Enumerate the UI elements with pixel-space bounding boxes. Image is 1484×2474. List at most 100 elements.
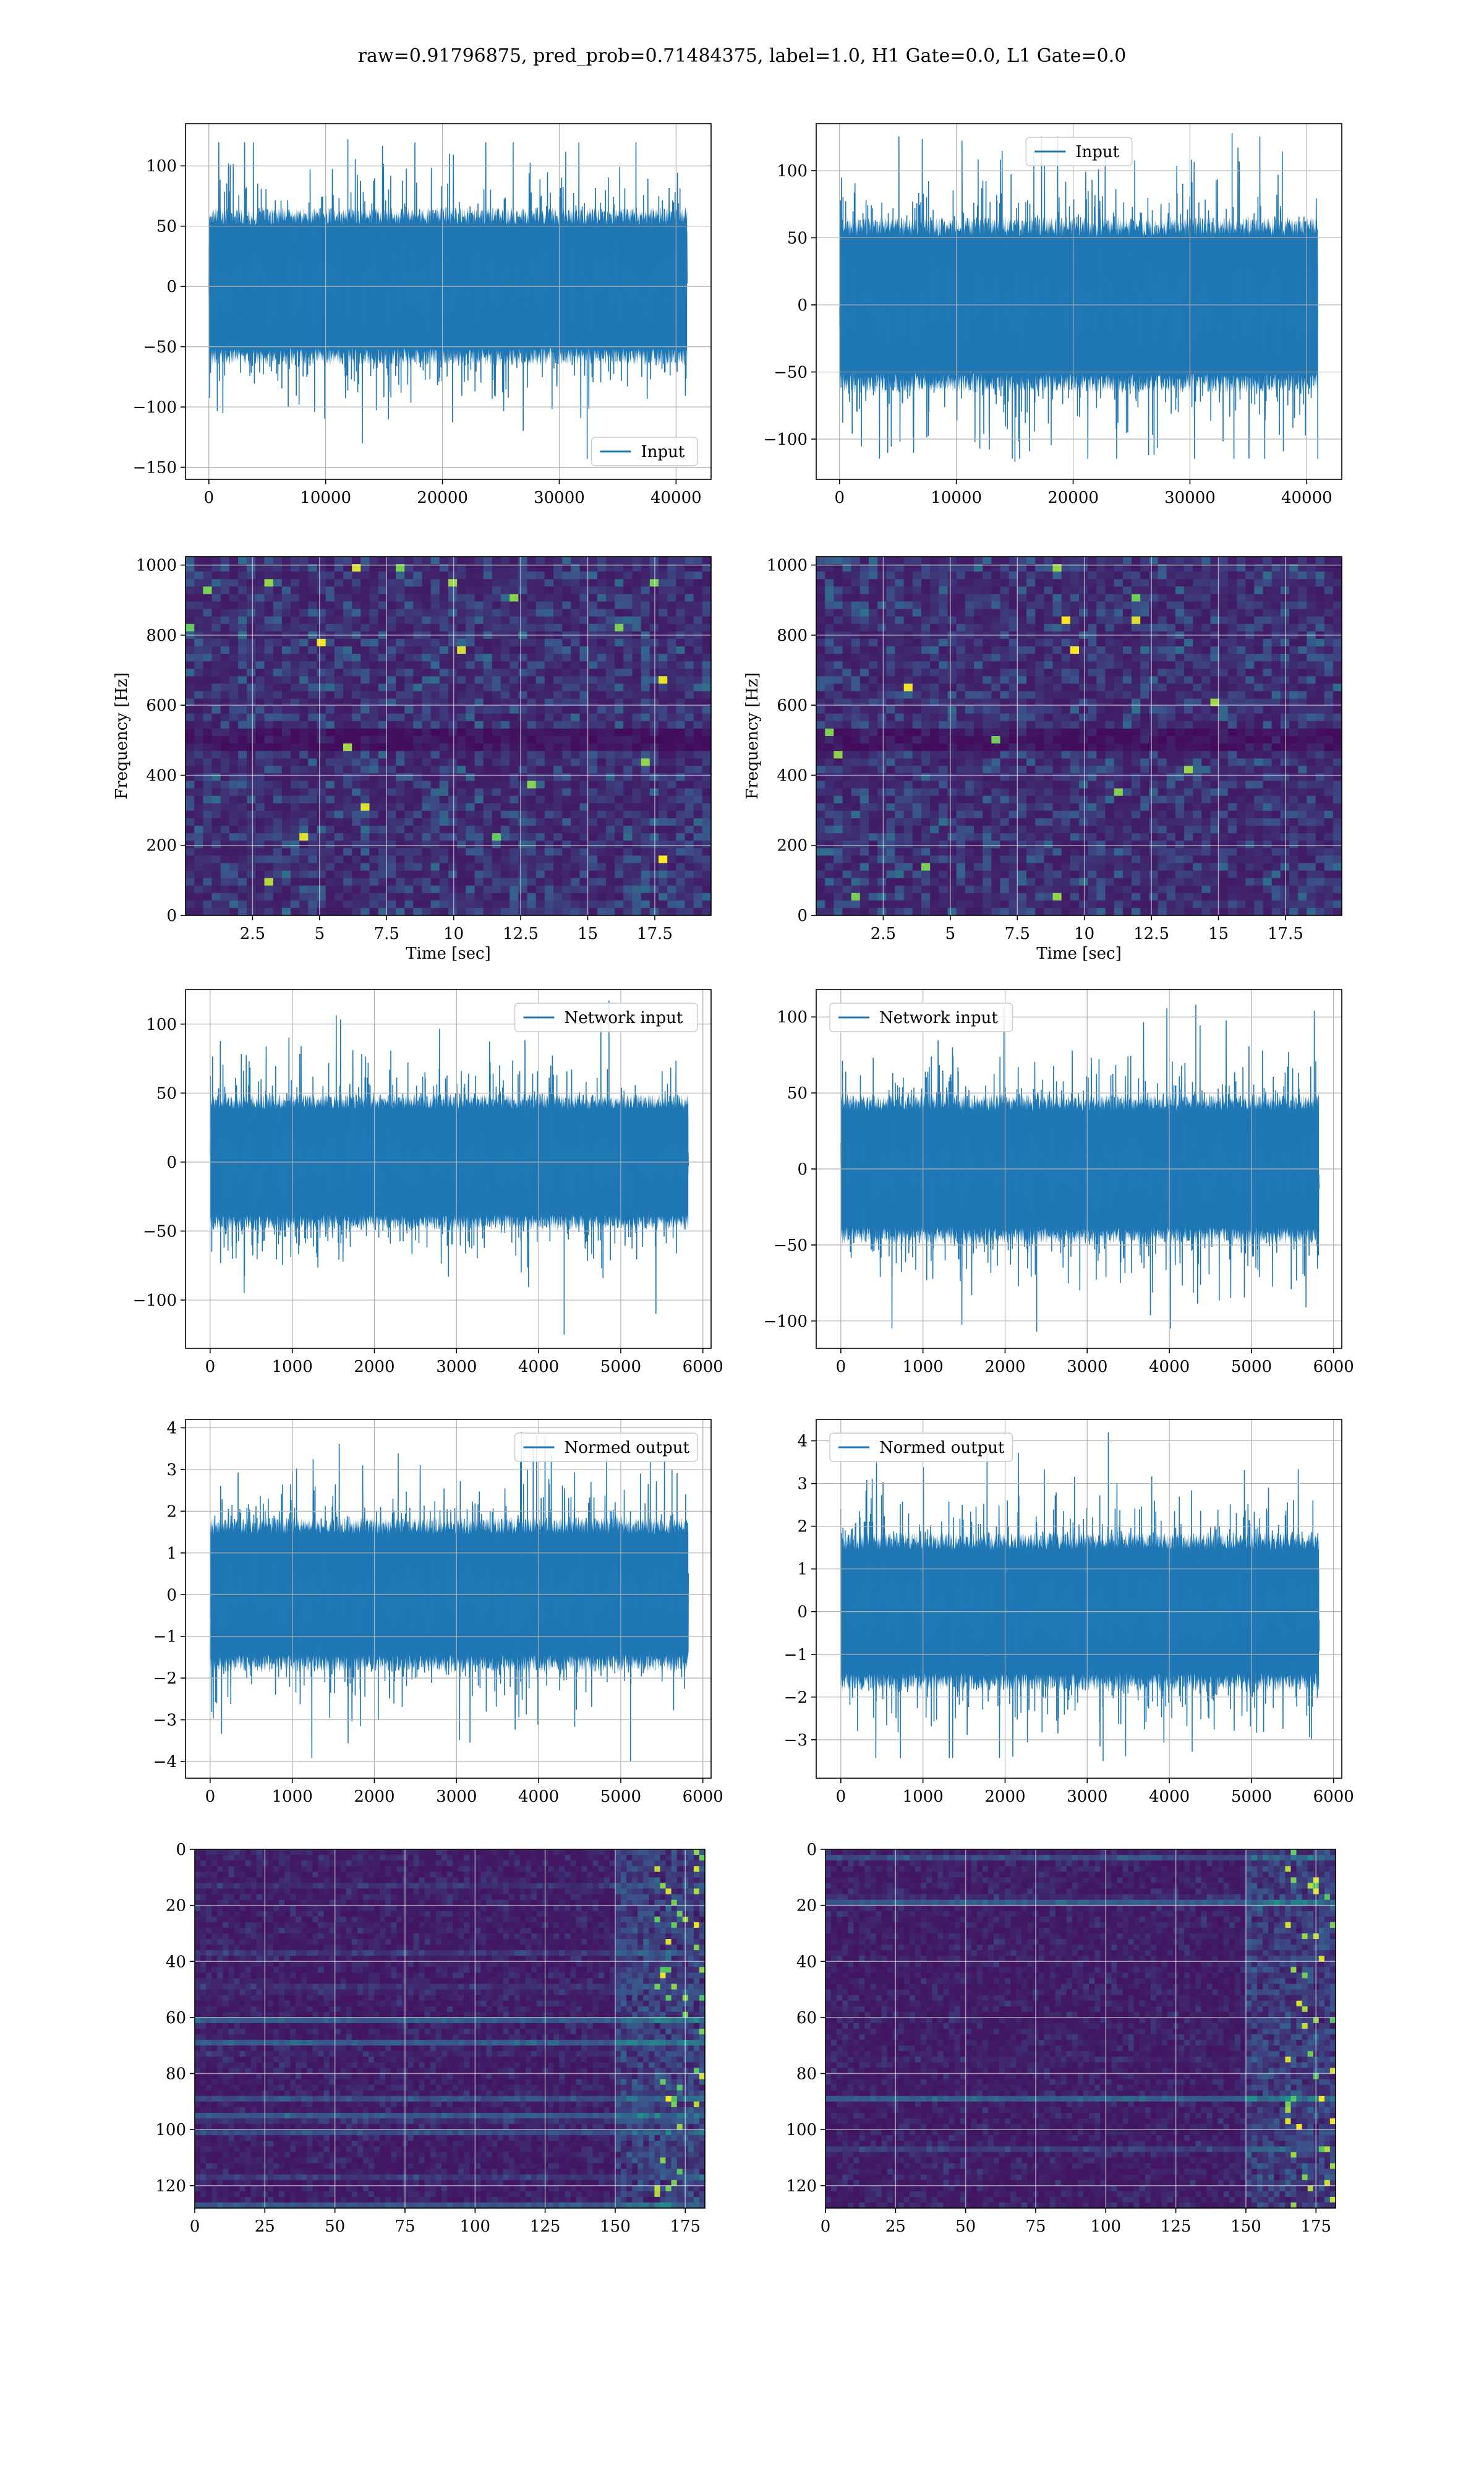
y-tick-label: 0 — [166, 278, 177, 296]
y-tick-label: 400 — [777, 766, 808, 785]
x-tick-label: 75 — [1025, 2217, 1046, 2236]
x-tick-label: 6000 — [1313, 1358, 1354, 1376]
y-tick-label: 1000 — [767, 557, 808, 575]
x-tick-label: 10 — [443, 925, 464, 943]
x-tick-label: 0 — [204, 489, 215, 507]
x-tick-label: 1000 — [272, 1358, 313, 1376]
x-tick-label: 0 — [821, 2217, 831, 2236]
x-tick-label: 2.5 — [871, 925, 896, 943]
y-tick-label: −100 — [133, 398, 177, 417]
plot-area — [195, 1849, 705, 2208]
y-tick-label: 200 — [777, 837, 808, 855]
legend-label: Input — [1075, 143, 1119, 161]
x-tick-label: 100 — [459, 2217, 490, 2236]
legend-label: Network input — [879, 1009, 998, 1027]
x-tick-label: 50 — [955, 2217, 976, 2236]
x-axis-label: Time [sec] — [1036, 944, 1122, 963]
x-tick-label: 1000 — [272, 1787, 313, 1806]
legend-box — [514, 1432, 698, 1462]
y-tick-label: −4 — [153, 1753, 177, 1771]
legend: Network input — [829, 1003, 1013, 1032]
x-tick-label: 7.5 — [1005, 925, 1030, 943]
y-tick-label: 1 — [797, 1560, 808, 1579]
heatmap-cells — [825, 1849, 1336, 2208]
subplot-3: 2.5 5 7.5 10 12.5 15 17.5 0 200 400 600 800 1000 Time… — [113, 556, 712, 963]
x-tick-label: 0 — [836, 1787, 846, 1806]
grid-lines — [186, 1419, 711, 1778]
legend: Input — [1025, 137, 1133, 166]
y-axis-label: Frequency [Hz] — [743, 672, 762, 800]
x-tick-label: 5 — [945, 925, 956, 943]
y-tick-label: 3 — [797, 1475, 808, 1494]
x-tick-label: 2.5 — [240, 925, 265, 943]
legend-box — [514, 1003, 698, 1032]
x-tick-label: 2000 — [984, 1787, 1025, 1806]
legend-box — [829, 1432, 1013, 1462]
legend: Input — [591, 437, 698, 466]
x-tick-label: 20000 — [417, 489, 468, 507]
x-tick-label: 100 — [1090, 2217, 1121, 2236]
subplot-4: 2.5 5 7.5 10 12.5 15 17.5 0 200 400 600 800 1000 Time… — [743, 556, 1342, 963]
y-tick-label: 120 — [786, 2177, 817, 2196]
x-axis-label: Time [sec] — [406, 944, 491, 963]
legend-label: Input — [641, 443, 685, 461]
x-tick-label: 30000 — [1164, 489, 1216, 507]
series-line — [840, 1432, 1320, 1761]
y-tick-label: 50 — [156, 1084, 177, 1103]
series-line — [839, 133, 1319, 462]
subplot-6: 0 1000 2000 3000 4000 5000 6000 −100 −50 0 50 100 Ne… — [764, 989, 1354, 1376]
y-tick-label: 200 — [146, 837, 177, 855]
x-tick-label: 4000 — [518, 1787, 559, 1806]
y-tick-label: 100 — [146, 157, 177, 176]
x-tick-label: 75 — [394, 2217, 415, 2236]
legend-label: Normed output — [879, 1439, 1005, 1457]
y-tick-label: 100 — [155, 2121, 186, 2139]
axes-frame — [185, 556, 712, 916]
y-tick-label: 0 — [166, 907, 177, 925]
axes-frame — [185, 123, 712, 480]
grid-lines — [816, 124, 1342, 479]
y-tick-label: −2 — [153, 1669, 177, 1688]
y-tick-label: −50 — [774, 363, 808, 382]
legend-label: Normed output — [565, 1439, 690, 1457]
subplot-8: 0 1000 2000 3000 4000 5000 6000 −3 −2 −1 0 1 2 3 4 Norm… — [784, 1419, 1354, 1806]
x-tick-label: 25 — [885, 2217, 906, 2236]
x-tick-label: 5000 — [1231, 1787, 1272, 1806]
plot-area — [840, 1432, 1320, 1761]
x-tick-label: 4000 — [1149, 1358, 1190, 1376]
subplot-5: 0 1000 2000 3000 4000 5000 6000 −100 −50 0 50 100 Ne… — [133, 989, 723, 1376]
y-tick-label: −3 — [784, 1731, 808, 1750]
y-tick-label: 800 — [777, 627, 808, 645]
y-tick-label: 0 — [166, 1154, 177, 1172]
subplot-1: 0 10000 20000 30000 40000 −150 −100 −50 0 50 100 In… — [133, 123, 712, 507]
x-tick-label: 7.5 — [374, 925, 399, 943]
y-tick-label: 60 — [166, 2009, 186, 2027]
x-tick-label: 12.5 — [503, 925, 539, 943]
y-tick-label: −150 — [133, 459, 177, 477]
x-tick-label: 3000 — [436, 1358, 477, 1376]
y-tick-label: 0 — [176, 1841, 186, 1859]
x-tick-label: 2000 — [354, 1358, 394, 1376]
x-tick-label: 1000 — [903, 1787, 944, 1806]
x-tick-label: 50 — [325, 2217, 345, 2236]
y-tick-label: 0 — [797, 296, 808, 315]
x-tick-label: 1000 — [903, 1358, 944, 1376]
axes-frame — [185, 989, 712, 1349]
y-tick-label: −50 — [143, 1222, 177, 1241]
y-tick-label: −3 — [153, 1711, 177, 1730]
series-line — [840, 1004, 1320, 1332]
axes-frame — [194, 1849, 706, 2209]
subplot-10: 0 25 50 75 100 125 150 175 0 20 40 60 80 100 120 — [786, 1841, 1336, 2236]
x-tick-label: 20000 — [1047, 489, 1099, 507]
y-tick-label: 100 — [146, 1016, 177, 1034]
y-tick-label: 60 — [796, 2009, 817, 2027]
x-tick-label: 25 — [255, 2217, 275, 2236]
y-tick-label: 600 — [777, 696, 808, 715]
x-tick-label: 10000 — [931, 489, 982, 507]
legend: Network input — [514, 1003, 698, 1032]
y-tick-label: 50 — [787, 229, 808, 247]
x-tick-label: 4000 — [1149, 1787, 1190, 1806]
y-tick-label: 50 — [156, 218, 177, 236]
x-tick-label: 5000 — [600, 1787, 641, 1806]
